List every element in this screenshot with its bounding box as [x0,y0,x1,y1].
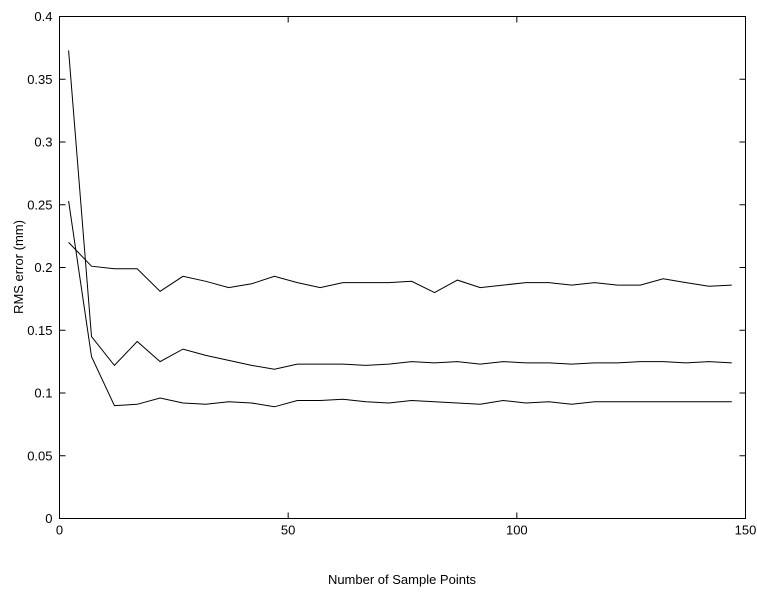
x-tick-label: 100 [506,523,528,538]
y-tick-label: 0.05 [27,448,52,463]
plot-frame [59,16,746,519]
x-tick-label: 50 [281,523,295,538]
series-line-1 [68,242,732,294]
x-tick-label: 150 [735,523,757,538]
y-tick-label: 0.1 [34,386,52,401]
y-tick-label: 0.15 [27,323,52,338]
y-tick-label: 0.2 [34,260,52,275]
y-tick-label: 0.35 [27,72,52,87]
y-tick-label: 0.25 [27,197,52,212]
y-tick-label: 0.4 [34,9,52,24]
series-line-3 [68,200,732,408]
y-axis-label: RMS error (mm) [11,220,26,314]
y-tick-label: 0.3 [34,135,52,150]
x-axis-label: Number of Sample Points [328,572,477,587]
series-line-2 [68,50,732,370]
ticks-layer: 0 50 100 150 0 0.05 0.1 0.15 0.2 0.25 0.3 0.35 0.4 [27,9,756,538]
x-tick-label: 0 [56,523,63,538]
series-layer [68,50,732,408]
y-tick-label: 0 [45,511,52,526]
